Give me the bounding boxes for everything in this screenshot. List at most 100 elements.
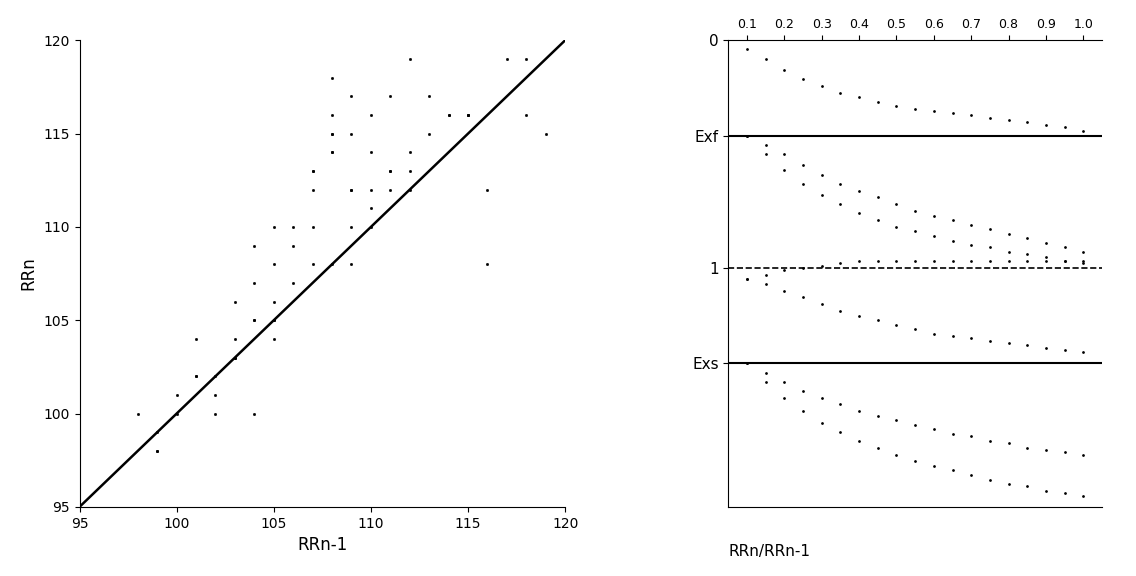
Point bbox=[925, 461, 943, 471]
Point bbox=[775, 65, 793, 74]
Point bbox=[757, 141, 775, 150]
Point bbox=[887, 416, 905, 425]
Point bbox=[1018, 443, 1036, 452]
Point bbox=[478, 260, 496, 269]
Point bbox=[303, 260, 321, 269]
Point bbox=[382, 166, 400, 176]
Point bbox=[907, 227, 925, 236]
Point bbox=[962, 241, 980, 250]
Point bbox=[907, 420, 925, 430]
Point bbox=[962, 471, 980, 480]
Point bbox=[943, 215, 961, 225]
Point bbox=[361, 204, 379, 213]
Point bbox=[757, 377, 775, 386]
Point bbox=[265, 260, 283, 269]
Point bbox=[361, 147, 379, 157]
Point bbox=[925, 211, 943, 220]
Point bbox=[925, 425, 943, 434]
Point bbox=[794, 179, 812, 188]
Point bbox=[303, 222, 321, 232]
Point bbox=[342, 92, 360, 101]
Point bbox=[943, 430, 961, 439]
Point bbox=[738, 359, 757, 368]
Point bbox=[738, 45, 757, 54]
Point bbox=[794, 293, 812, 302]
Point bbox=[440, 111, 458, 120]
Point bbox=[167, 391, 185, 400]
Point bbox=[478, 185, 496, 194]
Point bbox=[245, 409, 264, 418]
Point bbox=[980, 256, 999, 266]
Point bbox=[1055, 256, 1074, 266]
Point bbox=[794, 407, 812, 416]
Point bbox=[1055, 243, 1074, 252]
Point bbox=[401, 185, 419, 194]
Point bbox=[342, 260, 360, 269]
Point bbox=[812, 170, 830, 179]
Point bbox=[342, 222, 360, 232]
Point bbox=[757, 279, 775, 289]
Point bbox=[887, 450, 905, 459]
Point bbox=[1037, 252, 1055, 261]
Point bbox=[869, 215, 887, 225]
Point bbox=[265, 297, 283, 306]
Point bbox=[812, 261, 830, 270]
X-axis label: RRn-1: RRn-1 bbox=[298, 536, 348, 554]
Point bbox=[382, 92, 400, 101]
Point bbox=[812, 191, 830, 200]
Point bbox=[812, 418, 830, 427]
Point bbox=[1075, 127, 1093, 136]
Point bbox=[943, 256, 961, 266]
Point bbox=[1055, 345, 1074, 354]
Point bbox=[1018, 118, 1036, 127]
Point bbox=[980, 336, 999, 346]
Point bbox=[323, 260, 341, 269]
Point bbox=[738, 275, 757, 284]
Point bbox=[1055, 488, 1074, 498]
Text: RRn/RRn-1: RRn/RRn-1 bbox=[728, 544, 810, 559]
Point bbox=[420, 129, 438, 138]
Point bbox=[832, 306, 850, 316]
Point bbox=[1018, 340, 1036, 350]
Point bbox=[361, 222, 379, 232]
Point bbox=[887, 256, 905, 266]
Point bbox=[738, 275, 757, 284]
Point bbox=[1000, 229, 1018, 238]
Point bbox=[323, 73, 341, 82]
Point bbox=[775, 286, 793, 295]
Point bbox=[1018, 234, 1036, 243]
Point bbox=[738, 359, 757, 368]
Point bbox=[794, 161, 812, 170]
Point bbox=[401, 166, 419, 176]
Point bbox=[323, 129, 341, 138]
Point bbox=[401, 147, 419, 157]
Point bbox=[1037, 256, 1055, 266]
Point bbox=[1000, 438, 1018, 448]
Point bbox=[925, 106, 943, 115]
Point bbox=[850, 407, 868, 416]
Point bbox=[794, 386, 812, 395]
Point bbox=[1075, 259, 1093, 268]
Point bbox=[1000, 339, 1018, 348]
Point bbox=[907, 457, 925, 466]
Y-axis label: RRn: RRn bbox=[19, 257, 37, 290]
Point bbox=[265, 222, 283, 232]
Point bbox=[459, 111, 477, 120]
Point bbox=[775, 150, 793, 159]
Point bbox=[850, 93, 868, 102]
Point bbox=[869, 193, 887, 202]
Point bbox=[1037, 120, 1055, 129]
Point bbox=[850, 311, 868, 320]
Point bbox=[226, 334, 244, 343]
Point bbox=[1037, 445, 1055, 454]
Point bbox=[850, 186, 868, 195]
Point bbox=[1037, 343, 1055, 352]
Point bbox=[245, 278, 264, 287]
Point bbox=[265, 316, 283, 325]
Point bbox=[226, 297, 244, 306]
Point bbox=[1055, 122, 1074, 131]
Point bbox=[459, 111, 477, 120]
Point bbox=[284, 241, 302, 250]
Point bbox=[925, 256, 943, 266]
Point bbox=[869, 443, 887, 452]
